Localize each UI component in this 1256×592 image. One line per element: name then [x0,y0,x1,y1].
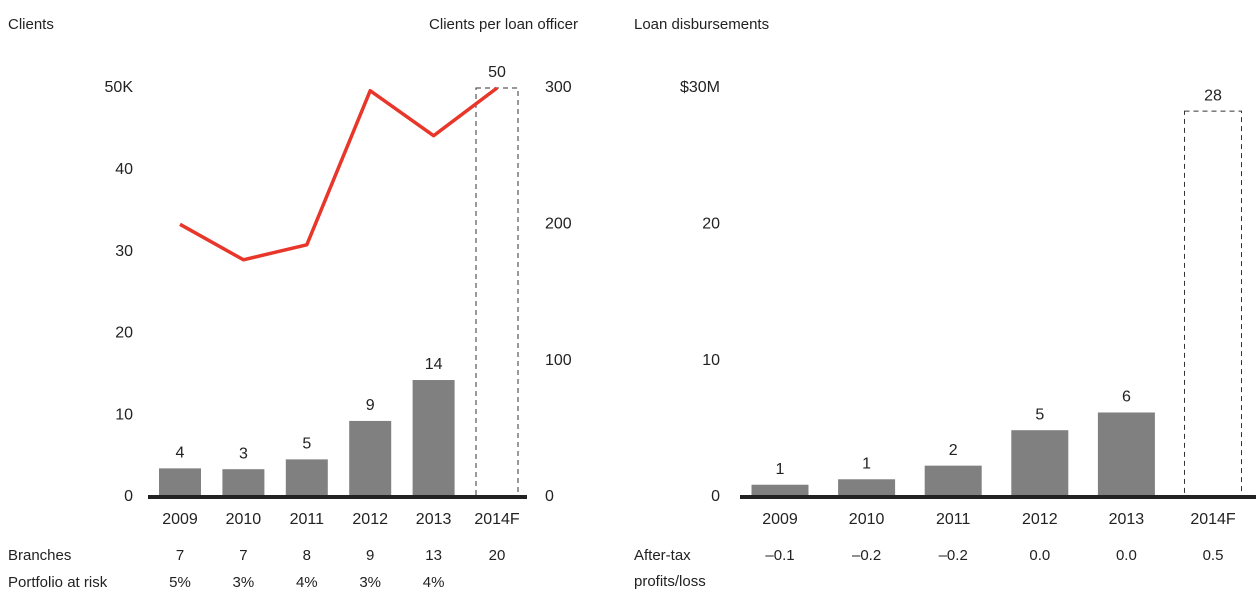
x-tick-label: 2014F [474,511,520,528]
x-tick-label: 2009 [762,511,798,528]
value-label: 5 [302,436,311,453]
y2-title: Clients per loan officer [429,16,578,33]
value-label: 3 [239,445,248,462]
bar [924,465,982,497]
bar [349,420,392,497]
y-tick-label: $30M [680,79,720,96]
row-value: 5% [169,574,191,591]
x-tick-label: 2013 [1109,511,1145,528]
x-tick-label: 2011 [290,511,325,528]
value-label: 2 [949,442,958,459]
y-tick-label: 0 [711,488,720,505]
bar [412,380,455,497]
x-tick-label: 2012 [352,511,388,528]
value-label: 4 [176,445,185,462]
y-tick-label: 0 [124,488,133,505]
row-label: After-tax [634,547,691,564]
bar [838,479,896,497]
bar [159,468,201,497]
x-tick-label: 2012 [1022,511,1058,528]
value-label: 6 [1122,389,1131,406]
line [179,86,499,262]
value-label: 9 [366,397,375,414]
chart-title: Clients [8,16,54,33]
y-tick-label: 40 [115,161,133,178]
bar [475,87,519,498]
y-tick-label: 50K [105,79,134,96]
row-value: 0.5 [1203,547,1224,564]
row-label: Portfolio at risk [8,574,108,591]
row-value: 8 [303,547,311,564]
x-tick-label: 2010 [849,511,885,528]
row-label: Branches [8,547,71,564]
row-value: 3% [233,574,255,591]
x-tick-label: 2014F [1190,511,1236,528]
value-label: 28 [1204,87,1222,104]
y2-tick-label: 300 [545,79,572,96]
row-value: 9 [366,547,374,564]
row-value: 7 [176,547,184,564]
row-label: profits/loss [634,573,706,590]
row-value: 4% [423,574,445,591]
row-value: 20 [489,547,506,564]
row-value: –0.1 [765,547,794,564]
x-tick-label: 2009 [162,511,198,528]
y2-tick-label: 100 [545,352,572,369]
y-tick-label: 20 [702,216,720,233]
value-label: 50 [488,64,506,81]
row-value: 13 [425,547,442,564]
x-tick-label: 2013 [416,511,452,528]
bar [285,459,328,497]
value-label: 1 [776,461,785,478]
value-label: 1 [862,455,871,472]
bar [1184,110,1242,498]
bar [1011,430,1069,497]
value-label: 5 [1035,406,1044,423]
x-tick-label: 2011 [936,511,971,528]
x-tick-label: 2010 [226,511,262,528]
bar [751,484,809,497]
bar [1097,412,1155,497]
chart-title: Loan disbursements [634,16,769,33]
row-value: 4% [296,574,318,591]
y-tick-label: 10 [115,406,133,423]
row-value: 7 [239,547,247,564]
y-tick-label: 10 [702,352,720,369]
row-value: 0.0 [1029,547,1050,564]
y2-tick-label: 0 [545,488,554,505]
y2-tick-label: 200 [545,216,572,233]
row-value: 3% [359,574,381,591]
y-tick-label: 30 [115,243,133,260]
y-tick-label: 20 [115,325,133,342]
row-value: –0.2 [852,547,881,564]
row-value: 0.0 [1116,547,1137,564]
row-value: –0.2 [939,547,968,564]
value-label: 14 [425,356,443,373]
bar [222,469,265,497]
